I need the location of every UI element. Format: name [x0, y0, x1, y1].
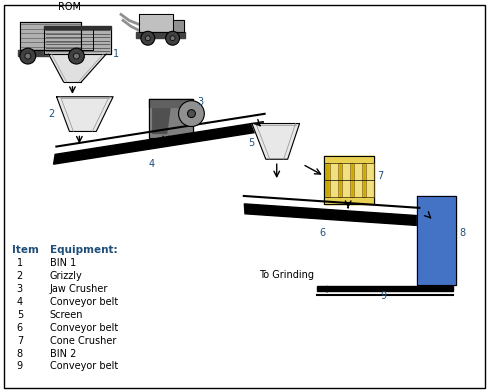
Polygon shape	[152, 104, 170, 133]
Text: 2: 2	[17, 271, 23, 281]
Text: Grizzly: Grizzly	[49, 271, 82, 281]
Text: BIN 1: BIN 1	[49, 258, 76, 268]
Text: Item: Item	[12, 246, 39, 255]
Text: 3: 3	[197, 97, 203, 107]
Text: 5: 5	[17, 310, 23, 320]
Polygon shape	[342, 163, 349, 197]
Text: 7: 7	[17, 336, 23, 346]
Text: Conveyor belt: Conveyor belt	[49, 323, 118, 333]
Circle shape	[73, 53, 79, 59]
Polygon shape	[54, 122, 263, 164]
Text: 8: 8	[17, 349, 23, 359]
Polygon shape	[148, 99, 193, 107]
Text: Conveyor belt: Conveyor belt	[49, 297, 118, 307]
Polygon shape	[57, 97, 113, 131]
Text: 4: 4	[148, 159, 155, 169]
Text: 9: 9	[380, 291, 386, 301]
Polygon shape	[324, 197, 373, 204]
Polygon shape	[353, 163, 361, 197]
Polygon shape	[43, 26, 111, 29]
Circle shape	[141, 31, 154, 45]
Polygon shape	[18, 50, 95, 56]
Text: 4: 4	[17, 297, 23, 307]
Text: Screen: Screen	[49, 310, 83, 320]
Circle shape	[68, 48, 84, 64]
Polygon shape	[324, 156, 373, 204]
Polygon shape	[81, 27, 93, 50]
Text: Equipment:: Equipment:	[49, 246, 117, 255]
Polygon shape	[244, 204, 420, 226]
Text: 5: 5	[247, 138, 254, 148]
Polygon shape	[317, 286, 452, 291]
Polygon shape	[148, 99, 193, 138]
Text: 8: 8	[458, 228, 465, 238]
Circle shape	[178, 101, 204, 127]
Circle shape	[165, 31, 179, 45]
Text: 6: 6	[17, 323, 23, 333]
Text: To Grinding: To Grinding	[259, 270, 314, 280]
Circle shape	[170, 36, 175, 41]
Polygon shape	[329, 163, 338, 197]
Text: Cone Crusher: Cone Crusher	[49, 336, 116, 346]
Text: 2: 2	[48, 109, 55, 118]
Text: 7: 7	[376, 171, 383, 181]
Polygon shape	[172, 20, 183, 32]
Circle shape	[187, 109, 195, 118]
Text: Conveyor belt: Conveyor belt	[49, 361, 118, 371]
Text: 6: 6	[319, 228, 325, 238]
Polygon shape	[365, 163, 373, 197]
Text: BIN 2: BIN 2	[49, 349, 76, 359]
Polygon shape	[43, 29, 111, 54]
Polygon shape	[324, 156, 373, 163]
Polygon shape	[416, 196, 455, 285]
Polygon shape	[251, 124, 299, 159]
Text: Jaw Crusher: Jaw Crusher	[49, 284, 108, 294]
Polygon shape	[20, 22, 81, 50]
Circle shape	[20, 48, 36, 64]
Circle shape	[145, 36, 150, 41]
Circle shape	[25, 53, 31, 59]
Polygon shape	[136, 32, 185, 38]
Text: 1: 1	[17, 258, 23, 268]
Text: 1: 1	[113, 49, 119, 59]
Polygon shape	[139, 14, 172, 32]
Text: 9: 9	[17, 361, 23, 371]
Text: 3: 3	[17, 284, 23, 294]
Polygon shape	[48, 54, 106, 82]
Text: ROM: ROM	[58, 2, 81, 13]
